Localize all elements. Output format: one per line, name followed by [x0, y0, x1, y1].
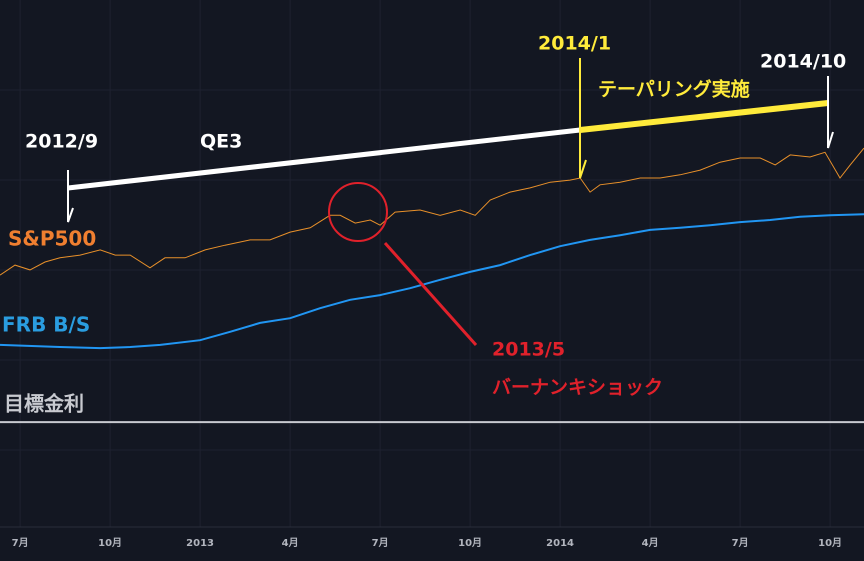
annotation: バーナンキショック: [492, 377, 663, 399]
shock-arrow: [383, 242, 478, 346]
series-label: 目標金利: [4, 392, 84, 416]
annotation: 2014/10: [760, 51, 846, 73]
annotation: 2013/5: [492, 339, 565, 361]
x-tick-label: 2013: [186, 538, 214, 549]
series-label: S&P500: [8, 227, 96, 251]
marker-2012-9: [67, 170, 74, 223]
series-line: [0, 147, 864, 276]
grid: [19, 0, 831, 527]
x-tick-label: 4月: [282, 537, 299, 549]
x-tick-label: 4月: [642, 537, 659, 549]
series-line: [0, 213, 864, 350]
annotation: 2014/1: [538, 33, 611, 55]
annotation: テーパリング実施: [598, 78, 750, 101]
x-tick-label: 10月: [818, 537, 842, 549]
x-tick-label: 7月: [372, 537, 389, 549]
qe3-line: [67, 127, 581, 191]
annotation: 2012/9: [25, 131, 98, 153]
annotation: QE3: [200, 131, 242, 153]
x-tick-label: 10月: [98, 537, 122, 549]
x-tick-label: 7月: [732, 537, 749, 549]
tapering-line: [579, 100, 829, 133]
x-tick-label: 7月: [12, 537, 29, 549]
shock-circle: [328, 182, 388, 242]
series-label: FRB B/S: [2, 313, 90, 337]
marker-2014-1: [579, 58, 587, 179]
x-tick-label: 2014: [546, 538, 574, 549]
lines: [0, 147, 864, 424]
x-tick-label: 10月: [458, 537, 482, 549]
marker-2014-10: [827, 76, 834, 149]
